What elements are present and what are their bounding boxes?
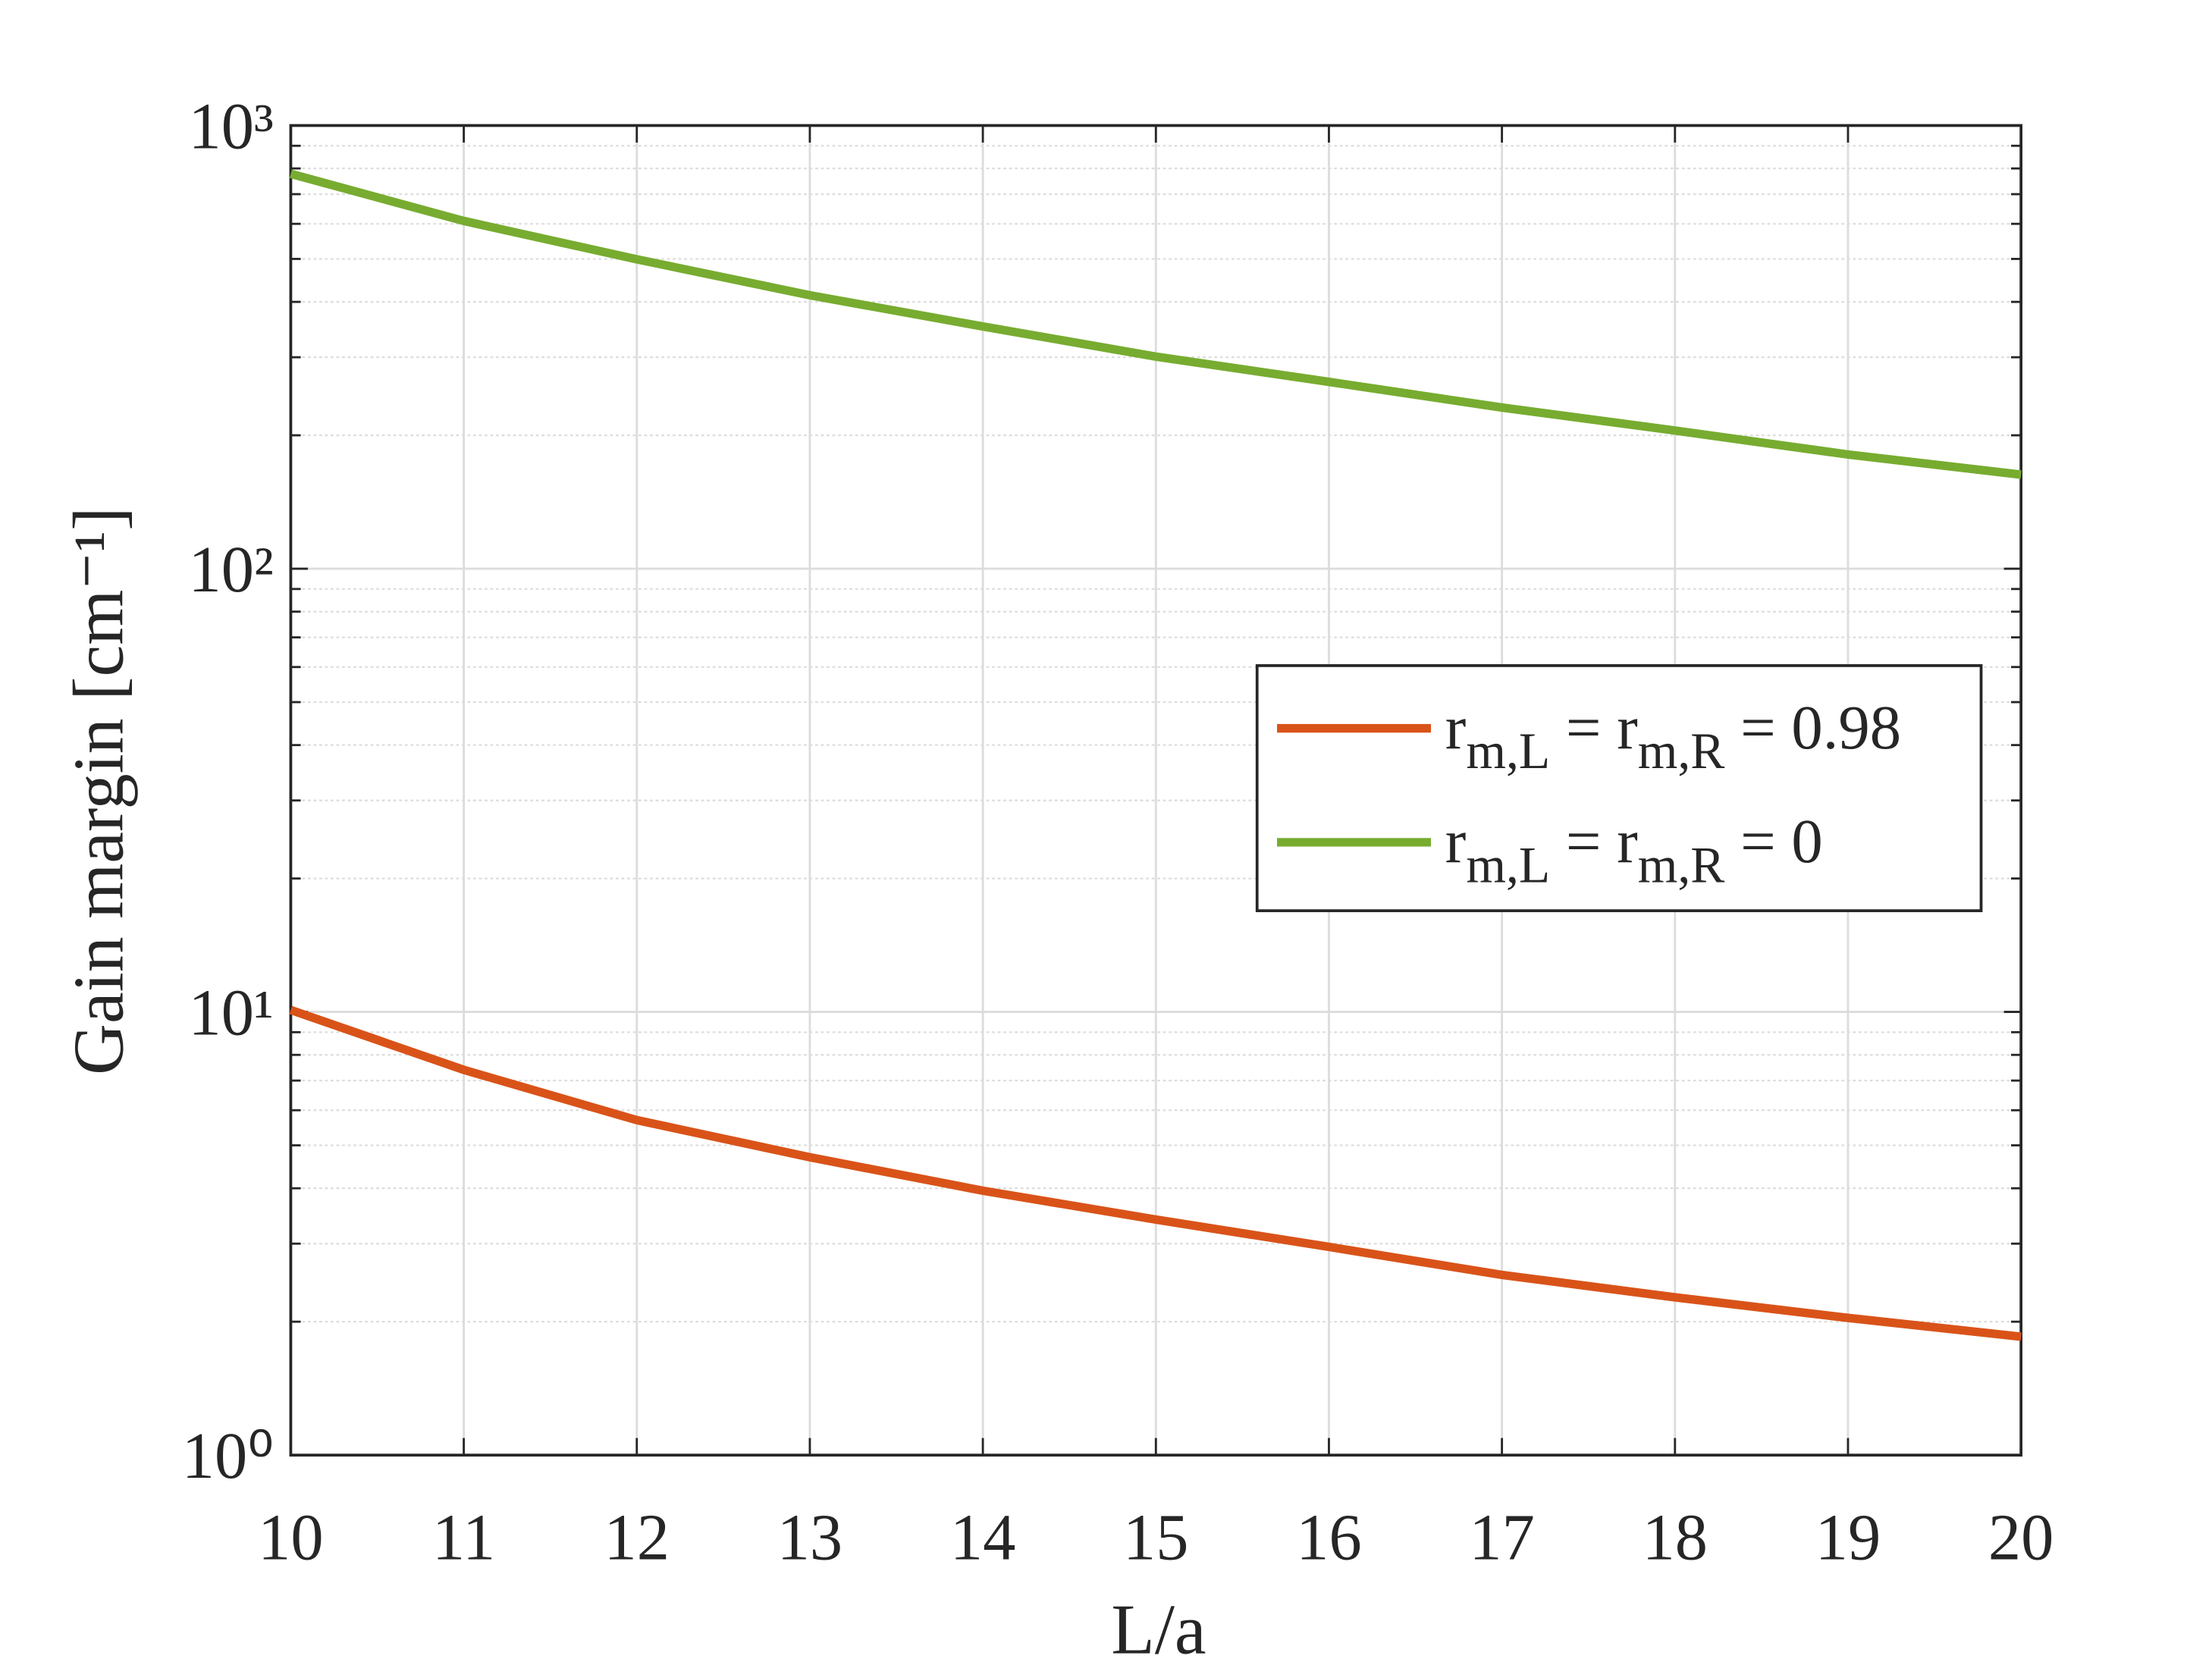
series-line	[289, 1005, 2022, 1341]
x-tick-label: 17	[1469, 1501, 1534, 1573]
x-tick-label: 14	[950, 1501, 1015, 1573]
y-axis-label: Gain margin [cm⁻¹]	[60, 507, 139, 1075]
x-tick-label: 20	[1988, 1501, 2054, 1573]
x-tick-label: 13	[777, 1501, 842, 1573]
y-tick-label: 10³	[189, 90, 274, 163]
x-tick-label: 11	[432, 1501, 495, 1573]
x-tick-label: 15	[1123, 1501, 1188, 1573]
legend-label: rm,L = rm,R = 0.98	[1445, 692, 1901, 779]
x-tick-label: 19	[1815, 1501, 1881, 1573]
y-tick-label: 10⁰	[182, 1419, 274, 1492]
legend-label: rm,L = rm,R = 0	[1445, 806, 1823, 893]
legend-box	[1255, 663, 1983, 913]
x-tick-label: 12	[604, 1501, 670, 1573]
series-line	[289, 169, 2022, 479]
x-tick-label: 16	[1296, 1501, 1361, 1573]
x-tick-label: 10	[258, 1501, 323, 1573]
x-axis-label: L/a	[1111, 1590, 1206, 1659]
y-tick-label: 10¹	[189, 977, 274, 1049]
y-tick-label: 10²	[189, 533, 274, 606]
axes-box	[289, 124, 2023, 1457]
x-tick-label: 18	[1643, 1501, 1708, 1573]
